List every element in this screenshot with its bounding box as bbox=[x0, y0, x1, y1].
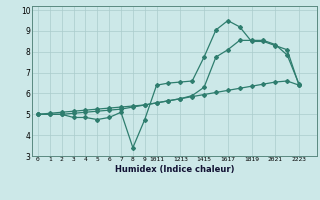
X-axis label: Humidex (Indice chaleur): Humidex (Indice chaleur) bbox=[115, 165, 234, 174]
